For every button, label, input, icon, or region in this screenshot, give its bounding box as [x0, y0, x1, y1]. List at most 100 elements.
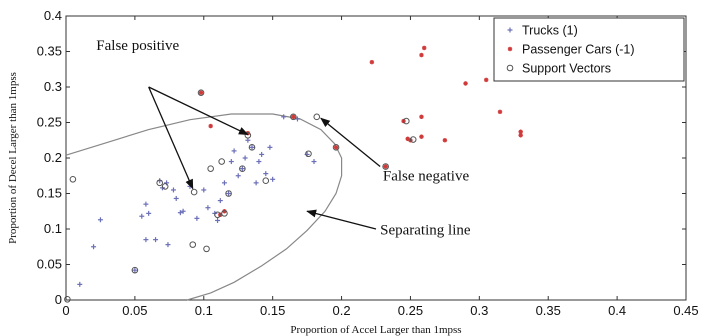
support-vector-point	[207, 165, 214, 172]
annotation-arrow	[148, 86, 194, 190]
y-tick-label: 0.2	[44, 150, 62, 165]
x-tick-label: 0.4	[608, 303, 626, 318]
truck-point	[164, 180, 170, 186]
support-vector-point	[214, 211, 221, 219]
support-vector-point	[239, 165, 246, 172]
support-vector-point	[403, 117, 410, 125]
x-tick-label: 0.35	[536, 303, 561, 318]
truck-point	[256, 159, 262, 165]
support-vector-point	[69, 176, 77, 183]
support-vector-point	[225, 190, 232, 197]
support-vector-point	[190, 188, 198, 196]
truck-point	[221, 180, 227, 186]
truck-point	[143, 201, 149, 207]
annotations-layer: False positive False negative Separating l…	[96, 38, 471, 239]
truck-point	[173, 195, 179, 201]
passenger-car-point	[198, 90, 204, 95]
truck-point	[226, 191, 232, 196]
truck-point	[215, 217, 221, 223]
legend-item: Trucks (1)	[507, 24, 578, 38]
passenger-car-point	[419, 114, 424, 120]
passenger-car-point	[497, 109, 503, 115]
truck-point	[146, 210, 152, 216]
support-vector-point	[64, 295, 71, 303]
truck-point	[281, 114, 287, 120]
support-vector-point	[332, 144, 340, 151]
passenger-car-point	[442, 138, 448, 143]
truck-point	[132, 267, 138, 273]
annotation-arrow	[148, 86, 249, 136]
annotation-label: False negative	[383, 169, 470, 185]
truck-point	[143, 237, 149, 243]
annotation-arrow	[306, 209, 377, 230]
legend-item: Support Vectors	[506, 62, 611, 76]
truck-point	[263, 171, 269, 177]
annotation: False positive	[96, 38, 249, 190]
y-tick-label: 0	[55, 292, 62, 307]
passenger-car-point	[291, 114, 296, 120]
support-vector-point	[161, 183, 169, 190]
y-tick-label: 0.35	[37, 44, 62, 59]
legend-item: Passenger Cars (-1)	[507, 43, 635, 57]
truck-point	[228, 159, 234, 165]
x-tick-label: 0.45	[673, 303, 698, 318]
series-group	[77, 114, 317, 287]
x-tick-label: 0.15	[260, 303, 285, 318]
support-vector-point	[203, 245, 210, 253]
support-vector-point	[313, 113, 321, 121]
truck-point	[311, 159, 317, 165]
truck-point	[177, 210, 183, 216]
truck-point	[201, 187, 207, 193]
legend-label: Trucks (1)	[522, 24, 578, 38]
passenger-car-point	[208, 123, 213, 129]
passenger-car-point	[419, 134, 424, 139]
truck-point	[165, 242, 171, 248]
truck-point	[231, 148, 237, 154]
x-tick-label: 0.1	[195, 303, 213, 318]
passenger-car-point	[507, 46, 513, 52]
y-tick-label: 0.1	[44, 221, 62, 236]
separating-line-layer	[65, 113, 343, 301]
truck-point	[245, 137, 251, 143]
truck-point	[170, 187, 176, 193]
passenger-car-point	[419, 52, 424, 58]
annotation: False negative	[320, 117, 470, 185]
legend-label: Support Vectors	[522, 62, 611, 76]
truck-point	[153, 237, 159, 243]
annotation: Separating line	[306, 209, 471, 239]
x-tick-label: 0.05	[122, 303, 147, 318]
y-tick-label: 0.25	[37, 115, 62, 130]
support-vector-point	[305, 150, 312, 158]
y-tick-label: 0.4	[44, 8, 62, 23]
support-vector-point	[131, 266, 139, 274]
series-group	[64, 89, 417, 303]
data-points-layer	[64, 45, 523, 303]
support-vector-point	[409, 136, 417, 143]
truck-point	[180, 208, 186, 214]
legend-label: Passenger Cars (-1)	[522, 43, 635, 57]
truck-point	[507, 27, 513, 33]
axis-ticks-layer: 0 0.05 0.1 0.15 0.2 0.25 0.3 0.35 0.4 0.45 0 0.05 0.…	[37, 8, 699, 318]
passenger-car-point	[383, 164, 388, 169]
support-vector-point	[221, 210, 228, 217]
truck-point	[205, 205, 211, 211]
truck-point	[267, 144, 273, 150]
support-vector-point	[248, 144, 256, 151]
passenger-car-point	[518, 133, 523, 138]
support-vector-point	[156, 179, 163, 187]
legend-box	[493, 17, 685, 82]
annotation-arrow	[320, 117, 381, 168]
annotation-label: Separating line	[380, 223, 471, 239]
passenger-car-point	[369, 59, 375, 65]
x-tick-label: 0.25	[398, 303, 423, 318]
truck-point	[77, 281, 83, 287]
truck-point	[249, 144, 255, 150]
y-tick-label: 0.3	[44, 79, 62, 94]
support-vector-point	[382, 163, 389, 170]
annotation-label: False positive	[96, 38, 179, 54]
truck-point	[270, 176, 276, 182]
truck-point	[139, 213, 145, 219]
truck-point	[259, 151, 265, 157]
passenger-car-point	[333, 145, 339, 150]
